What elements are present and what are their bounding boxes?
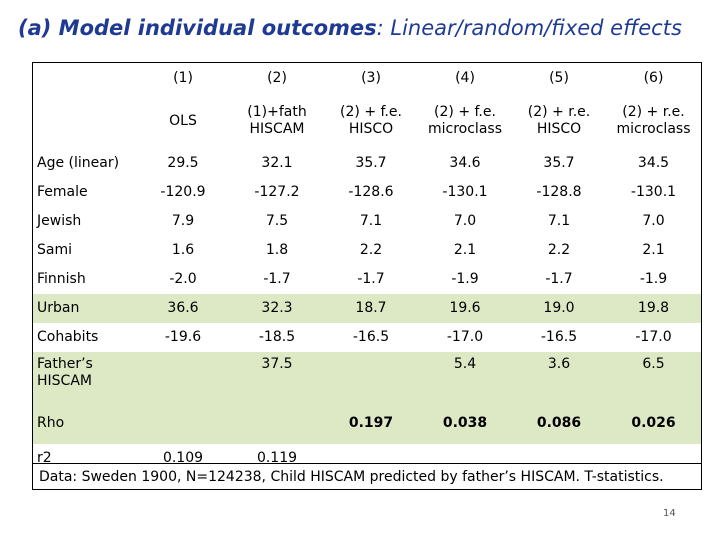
row-label: Finnish — [37, 271, 86, 287]
col-num: (3) — [361, 69, 381, 86]
table-row-highlighted: Father’s HISCAM 37.5 5.4 3.6 6.5 — [33, 352, 701, 402]
row-label: r2 — [37, 449, 52, 466]
row-label: Female — [37, 184, 88, 200]
table-row: Age (linear) 29.5 32.1 35.7 34.6 35.7 34.5 — [33, 149, 701, 178]
row-label: Age (linear) — [37, 155, 120, 171]
title-bold: (a) Model individual outcomes — [18, 16, 377, 40]
col-desc: (2) + f.e. microclass — [428, 104, 502, 137]
title-rest: : Linear/random/fixed effects — [376, 16, 682, 40]
col-num: (2) — [267, 69, 287, 86]
col-num: (5) — [549, 69, 569, 86]
page-number: 14 — [663, 508, 676, 519]
table-row: r2 0.109 0.119 — [33, 444, 701, 472]
table-row: Sami 1.6 1.8 2.2 2.1 2.2 2.1 — [33, 236, 701, 265]
row-label: Jewish — [37, 213, 82, 229]
col-desc: (1)+fath HISCAM — [247, 104, 307, 137]
row-label: Father’s HISCAM — [33, 352, 136, 402]
col-desc: (2) + f.e. HISCO — [340, 104, 402, 137]
col-desc: OLS — [169, 112, 197, 129]
col-desc: (2) + r.e. microclass — [616, 104, 691, 137]
header-row-numbers: (1) (2) (3) (4) (5) (6) — [33, 63, 701, 93]
table-row: Female -120.9 -127.2 -128.6 -130.1 -128.8 -13… — [33, 178, 701, 207]
table-row: Finnish -2.0 -1.7 -1.7 -1.9 -1.7 -1.9 — [33, 265, 701, 294]
table-row: Cohabits -19.6 -18.5 -16.5 -17.0 -16.5 -17.0 — [33, 323, 701, 352]
header-row-desc: OLS (1)+fath HISCAM (2) + f.e. HISCO (2) +… — [33, 93, 701, 149]
table-row-highlighted: Rho 0.197 0.038 0.086 0.026 — [33, 402, 701, 444]
row-label: Rho — [33, 402, 136, 444]
results-table: (1) (2) (3) (4) (5) (6) OLS (1)+fath HISC… — [33, 63, 701, 472]
col-num: (1) — [173, 69, 193, 86]
row-label: Urban — [33, 294, 136, 323]
row-label: Sami — [37, 242, 72, 258]
table-footnote: Data: Sweden 1900, N=124238, Child HISCA… — [33, 463, 701, 489]
table-row-highlighted: Urban 36.6 32.3 18.7 19.6 19.0 19.8 — [33, 294, 701, 323]
col-num: (4) — [455, 69, 475, 86]
col-num: (6) — [643, 69, 664, 86]
slide-title: (a) Model individual outcomes: Linear/ra… — [18, 16, 682, 40]
col-desc: (2) + r.e. HISCO — [527, 104, 591, 137]
row-label: Cohabits — [37, 329, 99, 345]
table-frame — [32, 62, 702, 490]
table-row: Jewish 7.9 7.5 7.1 7.0 7.1 7.0 — [33, 207, 701, 236]
